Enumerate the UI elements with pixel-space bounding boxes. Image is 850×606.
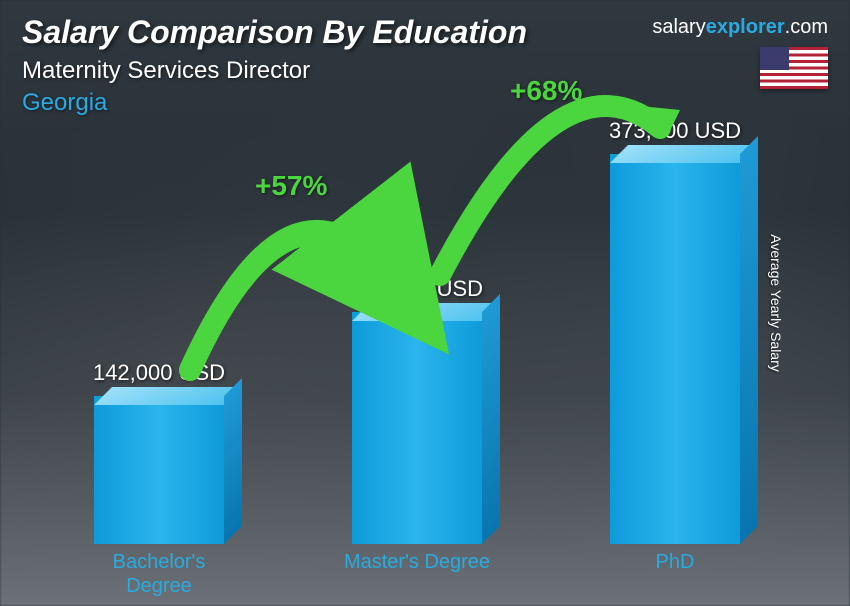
category-label: PhD xyxy=(595,550,755,598)
bar-3d xyxy=(94,396,224,544)
bar-top-face xyxy=(610,145,758,163)
bar-front-face xyxy=(610,154,740,544)
chart-location: Georgia xyxy=(22,89,527,117)
bar-side-face xyxy=(740,136,758,544)
bar-top-face xyxy=(352,303,500,321)
category-label: Master's Degree xyxy=(337,550,497,598)
chart-subtitle: Maternity Services Director xyxy=(22,57,527,85)
bar-masters: 222,000 USD xyxy=(337,276,497,544)
brand-block: salaryexplorer.com xyxy=(652,16,828,89)
bar-group: 142,000 USD 222,000 USD 373,000 USD xyxy=(30,130,804,544)
brand-part3: .com xyxy=(785,16,828,38)
chart-area: 142,000 USD 222,000 USD 373,000 USD xyxy=(0,130,814,544)
bar-phd: 373,000 USD xyxy=(595,118,755,544)
brand-part1: salary xyxy=(652,16,705,38)
chart-title: Salary Comparison By Education xyxy=(22,14,527,51)
brand-part2: explorer xyxy=(706,16,785,38)
category-label: Bachelor's Degree xyxy=(79,550,239,598)
brand-logo-text: salaryexplorer.com xyxy=(652,16,828,39)
country-flag-icon xyxy=(760,47,828,89)
bar-side-face xyxy=(482,294,500,544)
bar-front-face xyxy=(352,312,482,544)
bar-side-face xyxy=(224,378,242,544)
flag-canton xyxy=(760,47,789,70)
bar-value-label: 373,000 USD xyxy=(609,118,741,144)
category-labels: Bachelor's Degree Master's Degree PhD xyxy=(30,550,804,598)
bar-3d xyxy=(352,312,482,544)
bar-value-label: 142,000 USD xyxy=(93,360,225,386)
bar-top-face xyxy=(94,387,242,405)
bar-front-face xyxy=(94,396,224,544)
bar-value-label: 222,000 USD xyxy=(351,276,483,302)
bar-3d xyxy=(610,154,740,544)
header-block: Salary Comparison By Education Maternity… xyxy=(22,14,527,117)
bar-bachelors: 142,000 USD xyxy=(79,360,239,544)
